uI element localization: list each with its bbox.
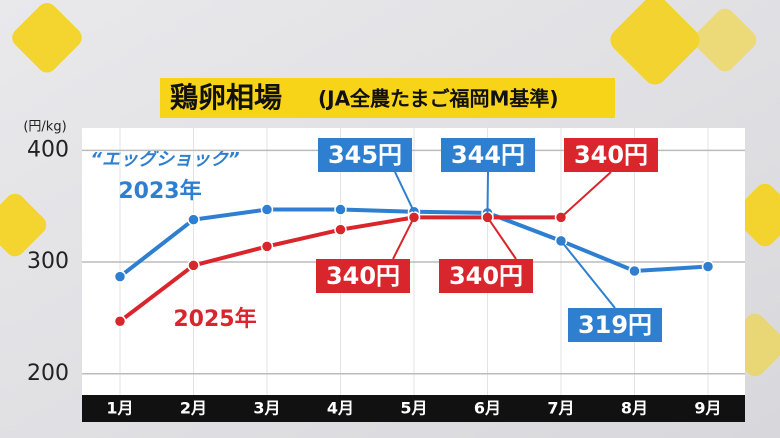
x-tick-label: 2月 xyxy=(180,399,207,418)
point xyxy=(334,203,347,216)
point xyxy=(701,260,715,273)
value-label-box xyxy=(441,138,535,172)
leader-line xyxy=(392,216,415,260)
annotation: “エッグショック” xyxy=(90,149,240,170)
chart-subtitle: (JA全農たまご福岡M基準) xyxy=(318,87,559,111)
y-tick-label: 200 xyxy=(27,361,69,386)
x-tick-label: 1月 xyxy=(106,399,133,418)
point xyxy=(113,315,127,328)
series-name: 2025年 xyxy=(173,306,256,332)
x-tick-label: 6月 xyxy=(474,399,501,418)
value-label: 319円 xyxy=(578,311,652,339)
x-tick-label: 5月 xyxy=(400,399,427,418)
point xyxy=(334,223,347,236)
y-tick-label: 400 xyxy=(27,137,69,162)
value-label: 344円 xyxy=(451,141,525,169)
value-label: 340円 xyxy=(326,262,400,290)
point xyxy=(628,264,641,278)
point xyxy=(260,203,274,216)
value-label: 340円 xyxy=(449,262,523,290)
title-box xyxy=(160,78,615,118)
series-name: 2023年 xyxy=(118,178,201,204)
value-label-box xyxy=(568,308,662,342)
leader-line xyxy=(486,216,517,260)
point xyxy=(113,270,127,283)
y-axis-label: (円/kg) xyxy=(23,120,66,135)
value-label-box xyxy=(318,138,412,172)
point xyxy=(187,213,200,226)
point xyxy=(260,240,274,253)
value-label: 340円 xyxy=(574,141,648,169)
x-tick-label: 3月 xyxy=(253,399,280,418)
leader-line xyxy=(394,171,415,213)
x-tick-label: 4月 xyxy=(327,399,354,418)
x-axis-band xyxy=(82,395,745,422)
x-tick-label: 8月 xyxy=(621,399,648,418)
y-tick-label: 300 xyxy=(27,249,69,274)
point xyxy=(187,259,200,272)
leader-line xyxy=(560,240,616,309)
leader-line xyxy=(486,171,489,213)
x-tick-label: 7月 xyxy=(547,399,574,418)
x-tick-label: 9月 xyxy=(694,399,721,418)
chart-title: 鶏卵相場 xyxy=(170,81,282,114)
value-label-box xyxy=(439,259,533,293)
value-label-box xyxy=(316,259,410,293)
leader-line xyxy=(560,171,612,219)
value-label: 345円 xyxy=(328,141,402,169)
value-label-box xyxy=(564,138,658,172)
